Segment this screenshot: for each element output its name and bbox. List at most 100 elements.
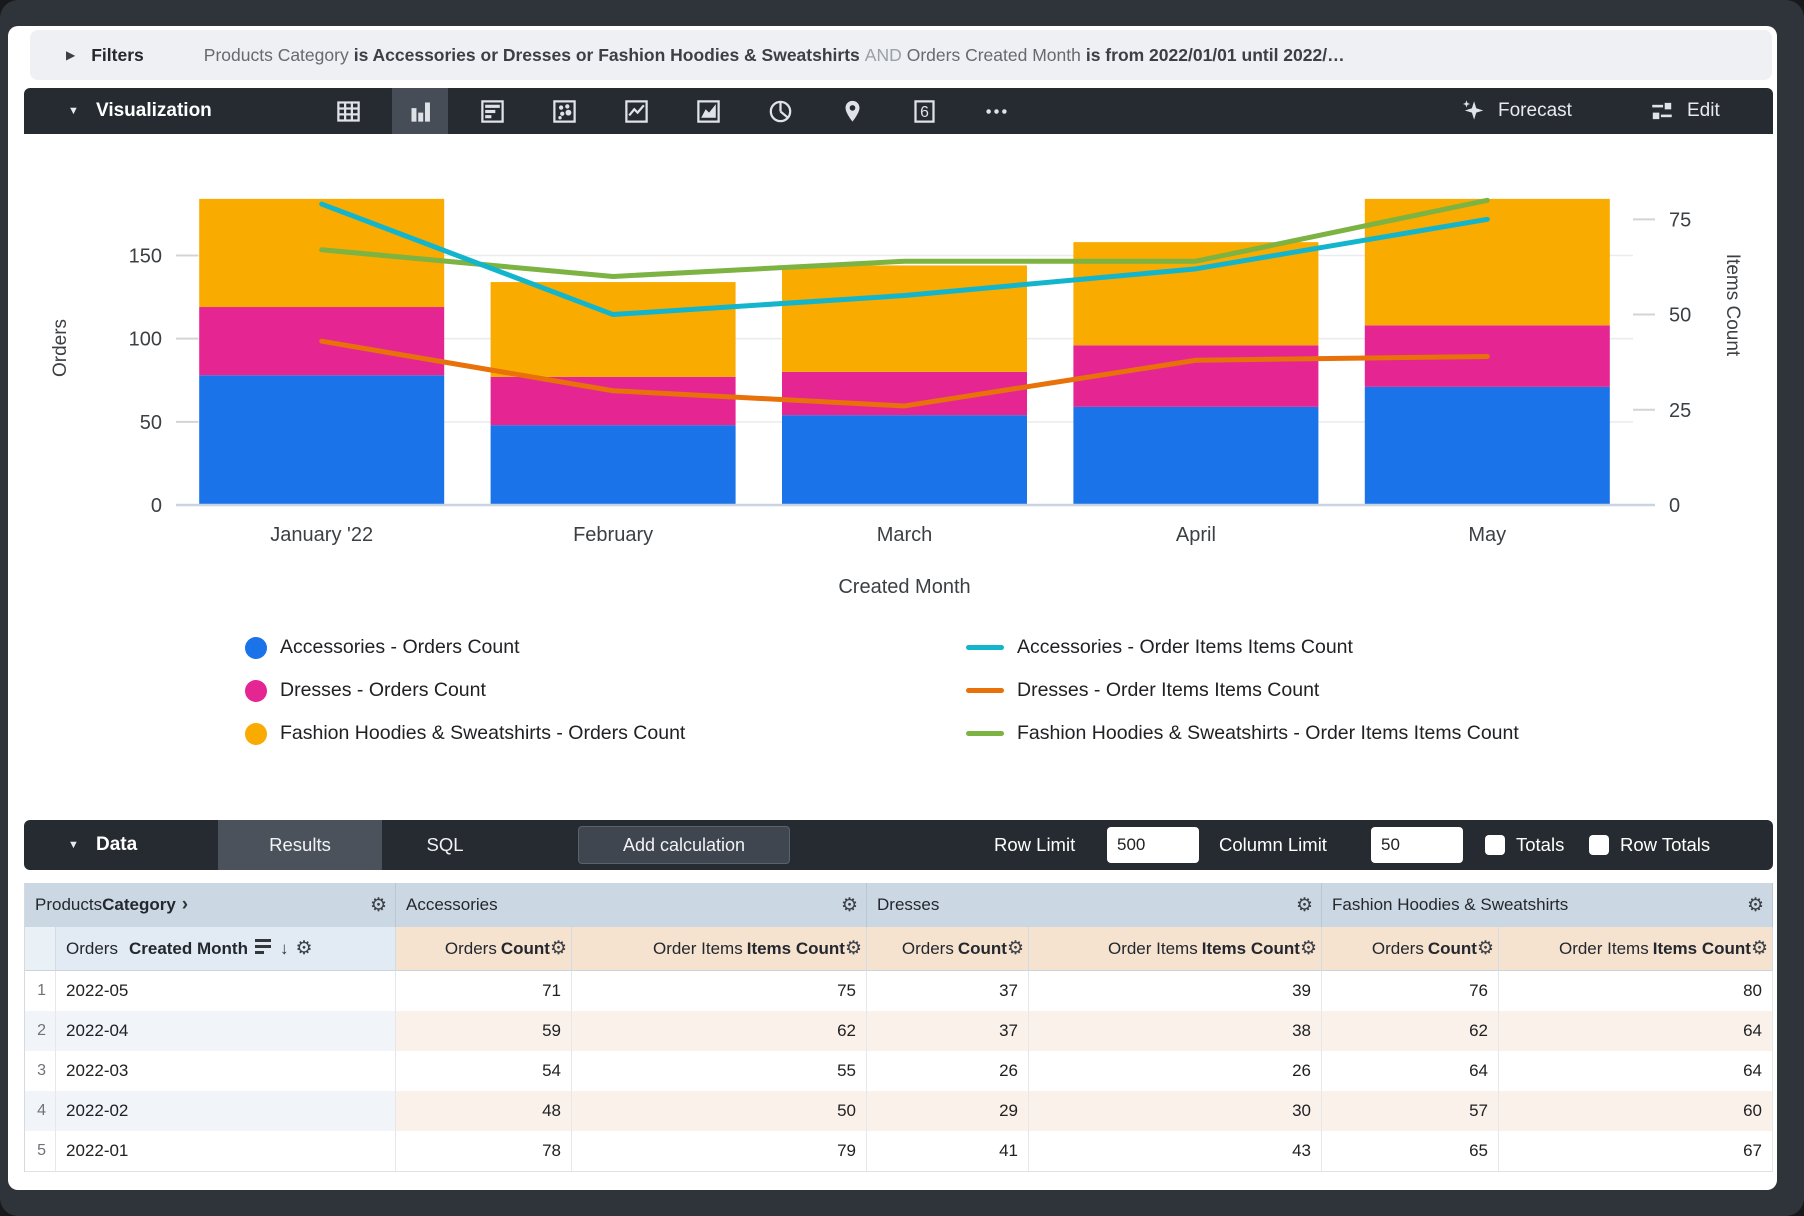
edit-button[interactable]: Edit bbox=[1649, 98, 1720, 124]
area-chart-icon[interactable] bbox=[680, 88, 736, 134]
pie-chart-icon[interactable] bbox=[752, 88, 808, 134]
sort-desc-icon[interactable]: ↓ bbox=[279, 938, 289, 958]
filters-summary[interactable]: Products Category is Accessories or Dress… bbox=[204, 45, 1772, 66]
cell-created-month[interactable]: 2022-03 bbox=[56, 1051, 396, 1091]
cell-measure-value[interactable]: 30 bbox=[1029, 1091, 1322, 1131]
legend-item[interactable]: Dresses - Orders Count bbox=[245, 669, 685, 712]
cell-measure-value[interactable]: 29 bbox=[867, 1091, 1029, 1131]
stacked-bar-segment[interactable] bbox=[490, 376, 736, 426]
measure-column-header[interactable]: Order Items Items Count ⚙ bbox=[1029, 927, 1322, 971]
tab-sql[interactable]: SQL bbox=[426, 834, 464, 855]
chevron-right-icon[interactable]: › bbox=[181, 894, 189, 915]
line-series[interactable] bbox=[319, 201, 1490, 318]
legend-item[interactable]: Accessories - Orders Count bbox=[245, 626, 685, 669]
cell-measure-value[interactable]: 43 bbox=[1029, 1131, 1322, 1171]
row-limit-input[interactable] bbox=[1107, 827, 1199, 863]
bar-chart-icon[interactable] bbox=[464, 88, 520, 134]
cell-created-month[interactable]: 2022-01 bbox=[56, 1131, 396, 1171]
data-collapse-icon[interactable]: ▼ bbox=[68, 839, 79, 851]
cell-measure-value[interactable]: 37 bbox=[867, 1011, 1029, 1051]
column-gear-icon[interactable]: ⚙ bbox=[1750, 938, 1768, 959]
group-header[interactable]: Fashion Hoodies & Sweatshirts ⚙ bbox=[1322, 883, 1773, 927]
forecast-button[interactable]: Forecast bbox=[1460, 98, 1572, 124]
measure-column-header[interactable]: Orders Count ⚙ bbox=[396, 927, 572, 971]
cell-measure-value[interactable]: 64 bbox=[1499, 1011, 1773, 1051]
measure-column-header[interactable]: Orders Count ⚙ bbox=[1322, 927, 1499, 971]
cell-measure-value[interactable]: 50 bbox=[572, 1091, 867, 1131]
legend-item[interactable]: Fashion Hoodies & Sweatshirts - Orders C… bbox=[245, 712, 685, 755]
measure-column-header[interactable]: Order Items Items Count ⚙ bbox=[572, 927, 867, 971]
cell-measure-value[interactable]: 62 bbox=[572, 1011, 867, 1051]
column-gear-icon[interactable]: ⚙ bbox=[1299, 938, 1317, 959]
cell-measure-value[interactable]: 57 bbox=[1322, 1091, 1499, 1131]
cell-measure-value[interactable]: 37 bbox=[867, 971, 1029, 1011]
row-totals-checkbox[interactable] bbox=[1589, 835, 1609, 855]
tab-results[interactable]: Results bbox=[218, 820, 382, 870]
legend-item[interactable]: Fashion Hoodies & Sweatshirts - Order It… bbox=[966, 712, 1519, 755]
stacked-bar-segment[interactable] bbox=[1073, 345, 1319, 407]
cell-measure-value[interactable]: 67 bbox=[1499, 1131, 1773, 1171]
cell-created-month[interactable]: 2022-04 bbox=[56, 1011, 396, 1051]
cell-measure-value[interactable]: 62 bbox=[1322, 1011, 1499, 1051]
column-header-orders-created-month[interactable]: Orders Created Month ↓ ⚙ bbox=[56, 927, 396, 971]
group-header-products-category[interactable]: Products Category › ⚙ bbox=[25, 883, 396, 927]
combo-chart[interactable]: 0 50 100 150 0 25 50 75 January '22 February March… bbox=[24, 134, 1773, 614]
column-gear-icon[interactable]: ⚙ bbox=[840, 894, 858, 916]
column-gear-icon[interactable]: ⚙ bbox=[549, 938, 567, 959]
group-header[interactable]: Accessories ⚙ bbox=[396, 883, 867, 927]
column-limit-input[interactable] bbox=[1371, 827, 1463, 863]
add-calculation-button[interactable]: Add calculation bbox=[578, 826, 790, 864]
single-value-icon[interactable]: 6 bbox=[896, 88, 952, 134]
column-gear-icon[interactable]: ⚙ bbox=[295, 938, 313, 959]
column-gear-icon[interactable]: ⚙ bbox=[1746, 894, 1764, 916]
stacked-bar-segment[interactable] bbox=[1364, 386, 1610, 505]
stacked-bar-segment[interactable] bbox=[782, 265, 1027, 372]
subtotal-icon[interactable] bbox=[254, 938, 273, 959]
cell-measure-value[interactable]: 54 bbox=[396, 1051, 572, 1091]
legend-item[interactable]: Accessories - Order Items Items Count bbox=[966, 626, 1519, 669]
cell-measure-value[interactable]: 26 bbox=[1029, 1051, 1322, 1091]
stacked-bar-segment[interactable] bbox=[490, 282, 736, 377]
cell-measure-value[interactable]: 60 bbox=[1499, 1091, 1773, 1131]
legend-item[interactable]: Dresses - Order Items Items Count bbox=[966, 669, 1519, 712]
cell-created-month[interactable]: 2022-02 bbox=[56, 1091, 396, 1131]
cell-measure-value[interactable]: 26 bbox=[867, 1051, 1029, 1091]
totals-checkbox[interactable] bbox=[1485, 835, 1505, 855]
column-gear-icon[interactable]: ⚙ bbox=[1476, 938, 1494, 959]
cell-measure-value[interactable]: 65 bbox=[1322, 1131, 1499, 1171]
cell-measure-value[interactable]: 39 bbox=[1029, 971, 1322, 1011]
cell-measure-value[interactable]: 64 bbox=[1499, 1051, 1773, 1091]
table-chart-icon[interactable] bbox=[320, 88, 376, 134]
cell-measure-value[interactable]: 80 bbox=[1499, 971, 1773, 1011]
line-chart-icon[interactable] bbox=[608, 88, 664, 134]
cell-measure-value[interactable]: 75 bbox=[572, 971, 867, 1011]
stacked-bar-segment[interactable] bbox=[1073, 406, 1319, 505]
filters-bar[interactable]: ▶ Filters Products Category is Accessorie… bbox=[30, 30, 1772, 80]
line-series[interactable] bbox=[319, 338, 1490, 409]
cell-measure-value[interactable]: 48 bbox=[396, 1091, 572, 1131]
cell-measure-value[interactable]: 76 bbox=[1322, 971, 1499, 1011]
cell-measure-value[interactable]: 55 bbox=[572, 1051, 867, 1091]
stacked-bar-segment[interactable] bbox=[490, 425, 736, 505]
cell-measure-value[interactable]: 71 bbox=[396, 971, 572, 1011]
cell-measure-value[interactable]: 64 bbox=[1322, 1051, 1499, 1091]
group-header[interactable]: Dresses ⚙ bbox=[867, 883, 1322, 927]
column-gear-icon[interactable]: ⚙ bbox=[844, 938, 862, 959]
cell-measure-value[interactable]: 78 bbox=[396, 1131, 572, 1171]
stacked-bar-segment[interactable] bbox=[199, 375, 445, 505]
stacked-bar-segment[interactable] bbox=[1073, 242, 1319, 346]
line-series[interactable] bbox=[319, 197, 1490, 279]
column-gear-icon[interactable]: ⚙ bbox=[1006, 938, 1024, 959]
cell-measure-value[interactable]: 38 bbox=[1029, 1011, 1322, 1051]
measure-column-header[interactable]: Orders Count ⚙ bbox=[867, 927, 1029, 971]
scatter-chart-icon[interactable] bbox=[536, 88, 592, 134]
visualization-collapse-icon[interactable]: ▼ bbox=[68, 105, 79, 117]
stacked-bar-segment[interactable] bbox=[199, 198, 445, 308]
cell-measure-value[interactable]: 59 bbox=[396, 1011, 572, 1051]
column-gear-icon[interactable]: ⚙ bbox=[369, 894, 387, 916]
column-gear-icon[interactable]: ⚙ bbox=[1295, 894, 1313, 916]
measure-column-header[interactable]: Order Items Items Count ⚙ bbox=[1499, 927, 1773, 971]
cell-measure-value[interactable]: 79 bbox=[572, 1131, 867, 1171]
stacked-bar-segment[interactable] bbox=[782, 415, 1027, 505]
column-chart-icon[interactable] bbox=[392, 88, 448, 134]
